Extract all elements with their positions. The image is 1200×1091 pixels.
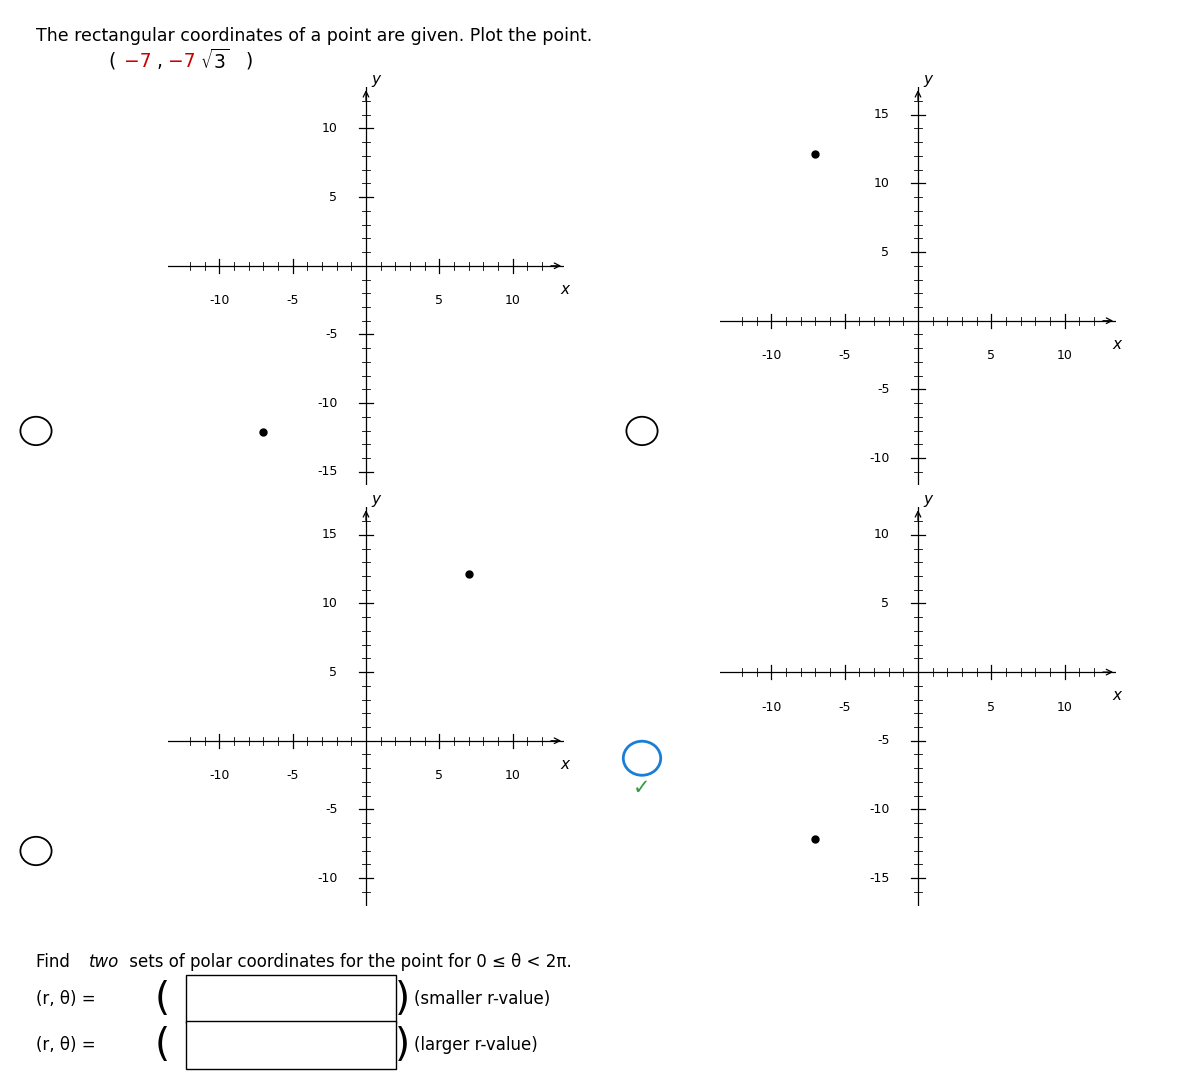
Text: -5: -5 — [877, 734, 889, 747]
Text: -10: -10 — [761, 700, 781, 714]
Text: 5: 5 — [330, 666, 337, 679]
Text: x: x — [1112, 688, 1121, 704]
Text: y: y — [924, 492, 932, 507]
Text: 10: 10 — [322, 597, 337, 610]
Text: sets of polar coordinates for the point for 0 ≤ θ < 2π.: sets of polar coordinates for the point … — [124, 954, 571, 971]
Text: 5: 5 — [882, 597, 889, 610]
Text: (smaller r-value): (smaller r-value) — [414, 991, 551, 1008]
Text: -15: -15 — [869, 872, 889, 885]
Text: y: y — [372, 72, 380, 87]
Text: ): ) — [395, 981, 409, 1018]
Text: 15: 15 — [322, 528, 337, 541]
Text: 5: 5 — [330, 191, 337, 204]
Text: $\sqrt{3}$: $\sqrt{3}$ — [200, 49, 230, 73]
Text: −7: −7 — [168, 51, 196, 71]
Text: (r, θ) =: (r, θ) = — [36, 1036, 96, 1054]
Text: 10: 10 — [1057, 700, 1073, 714]
Text: ): ) — [395, 1027, 409, 1064]
Text: -5: -5 — [325, 803, 337, 816]
Text: −7: −7 — [124, 51, 151, 71]
Text: (: ( — [155, 981, 169, 1018]
Text: -10: -10 — [869, 452, 889, 465]
Text: -10: -10 — [317, 397, 337, 409]
Text: x: x — [1112, 337, 1121, 352]
Text: 5: 5 — [988, 700, 995, 714]
Text: x: x — [560, 283, 569, 297]
Text: x: x — [560, 757, 569, 772]
Text: ): ) — [246, 51, 253, 71]
Text: Find: Find — [36, 954, 76, 971]
Text: 5: 5 — [436, 295, 443, 308]
Text: (larger r-value): (larger r-value) — [414, 1036, 538, 1054]
Text: -10: -10 — [761, 349, 781, 362]
Text: (r, θ) =: (r, θ) = — [36, 991, 96, 1008]
Text: -10: -10 — [317, 872, 337, 885]
Text: -10: -10 — [869, 803, 889, 816]
Text: 10: 10 — [874, 177, 889, 190]
Text: The rectangular coordinates of a point are given. Plot the point.: The rectangular coordinates of a point a… — [36, 27, 593, 45]
Text: y: y — [372, 492, 380, 507]
Text: -10: -10 — [209, 295, 229, 308]
Text: -10: -10 — [209, 769, 229, 782]
Text: 15: 15 — [874, 108, 889, 121]
Text: -5: -5 — [325, 328, 337, 341]
Text: -5: -5 — [287, 769, 299, 782]
Text: -5: -5 — [839, 700, 851, 714]
Text: ,: , — [156, 51, 162, 71]
Text: 10: 10 — [874, 528, 889, 541]
Text: 10: 10 — [322, 122, 337, 135]
Text: -5: -5 — [839, 349, 851, 362]
Text: 10: 10 — [505, 295, 521, 308]
Text: -5: -5 — [877, 383, 889, 396]
Text: 10: 10 — [505, 769, 521, 782]
Text: ✓: ✓ — [634, 778, 650, 798]
Text: 5: 5 — [436, 769, 443, 782]
Text: 5: 5 — [882, 245, 889, 259]
Text: 10: 10 — [1057, 349, 1073, 362]
Text: two: two — [89, 954, 119, 971]
Text: 5: 5 — [988, 349, 995, 362]
Text: -15: -15 — [317, 465, 337, 478]
Text: y: y — [924, 72, 932, 87]
Text: -5: -5 — [287, 295, 299, 308]
Text: (: ( — [108, 51, 115, 71]
Text: (: ( — [155, 1027, 169, 1064]
